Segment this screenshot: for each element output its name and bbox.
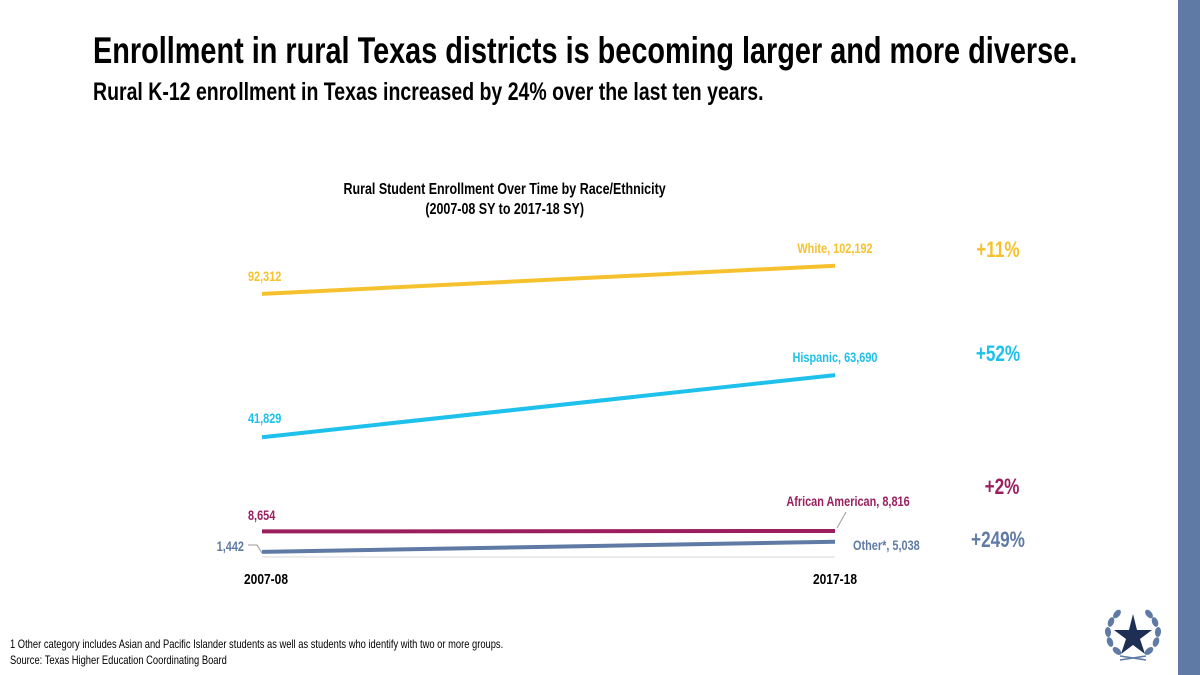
end-data-label-white: White, 102,192 [797, 241, 872, 257]
footnote: 1 Other category includes Asian and Paci… [10, 637, 504, 667]
series-line-hispanic [261, 373, 836, 440]
series-line-other [261, 539, 836, 554]
change-percent-white: +11% [976, 238, 1020, 263]
series-line-white [261, 263, 836, 296]
leader-line-other [248, 544, 263, 554]
end-data-label-african-american: African American, 8,816 [786, 494, 909, 510]
chart-title: Rural Student Enrollment Over Time by Ra… [343, 181, 667, 218]
change-percent-african-american: +2% [985, 475, 1020, 500]
start-data-label-white: 92,312 [248, 269, 281, 285]
thecb-star-wreath-logo [1104, 609, 1162, 661]
slide-subtitle: Rural K-12 enrollment in Texas increased… [93, 78, 764, 106]
end-data-label-hispanic: Hispanic, 63,690 [793, 350, 878, 366]
change-percent-other: +249% [971, 528, 1025, 553]
start-data-label-hispanic: 41,829 [248, 411, 281, 427]
x-tick-label: 2007-08 [244, 571, 288, 588]
leader-line-african-american [836, 511, 847, 529]
x-tick-label: 2017-18 [813, 571, 857, 588]
line-chart: 92,312 White, 102,192 +11% 41,829 Hispanic, … [217, 238, 1026, 588]
start-data-label-other: 1,442 [217, 539, 244, 555]
change-percent-hispanic: +52% [976, 342, 1021, 367]
end-data-label-other: Other*, 5,038 [853, 538, 920, 554]
accent-sidebar [1178, 0, 1200, 675]
slide-title: Enrollment in rural Texas districts is b… [93, 30, 1078, 71]
start-data-label-african-american: 8,654 [248, 508, 275, 524]
